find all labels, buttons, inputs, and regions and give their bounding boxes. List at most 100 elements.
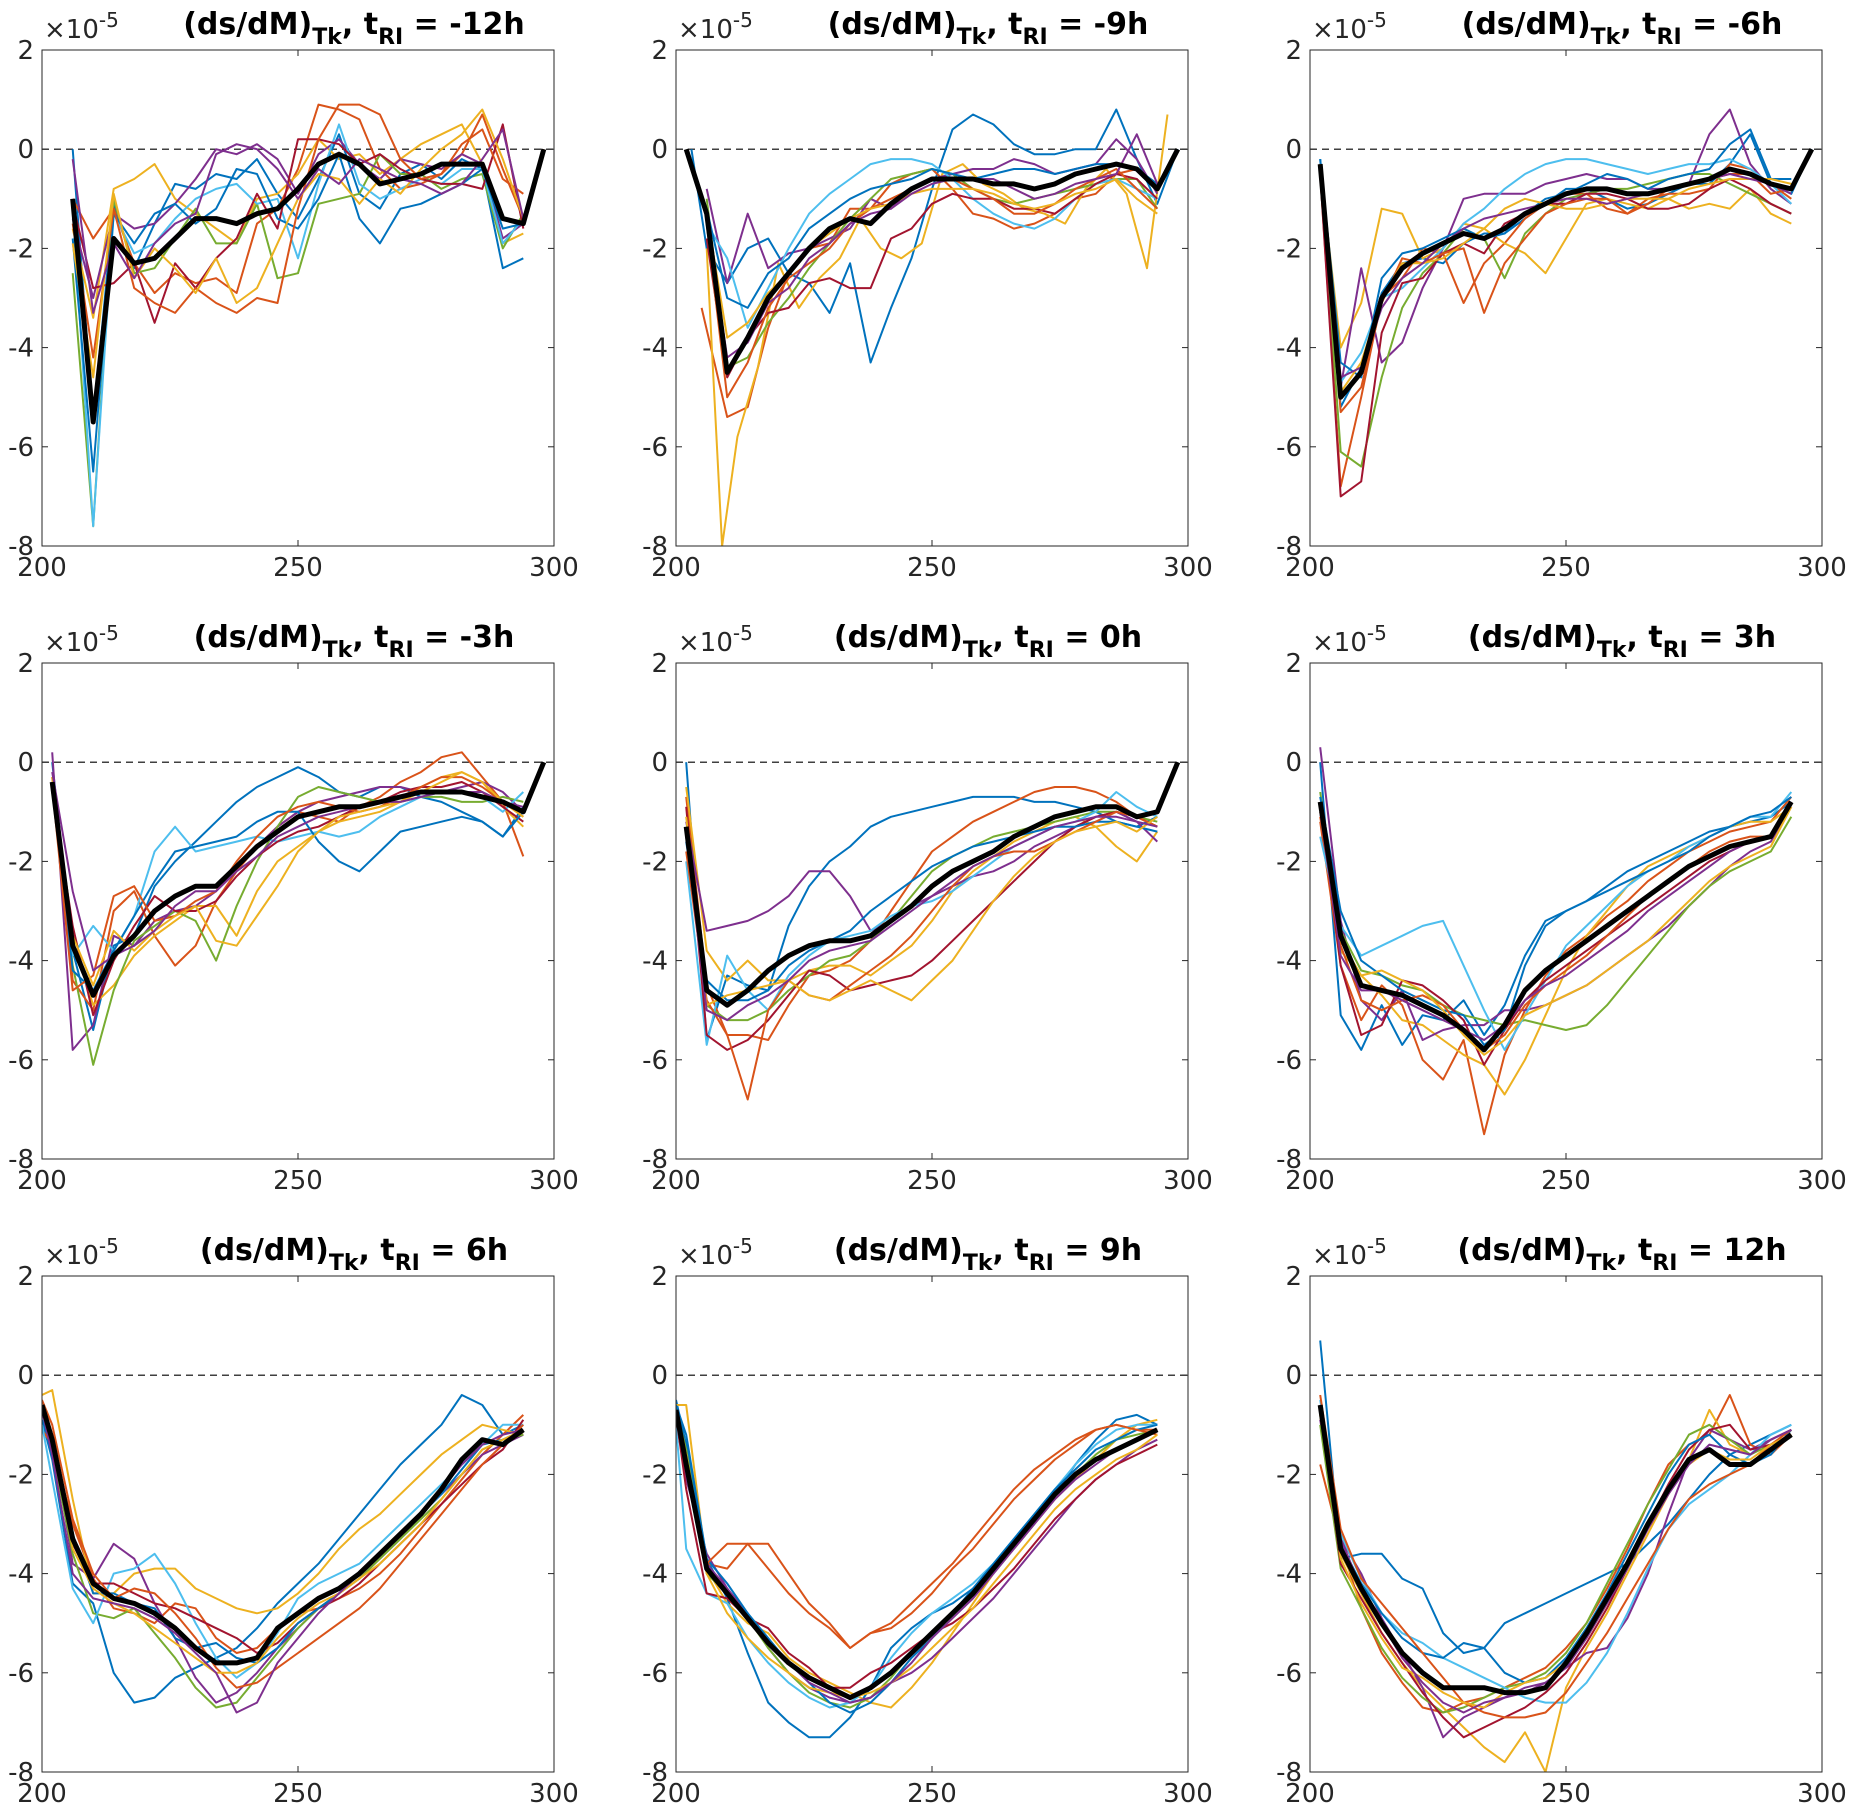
ensemble-member-line [685,815,1158,1007]
ensemble-member-line [676,1414,1158,1704]
subplot-2: -8 -6 -4 -2 0 2 200 250 300 ×10-5 (ds/dM)Tk, tRI =… [642,7,1213,583]
ensemble-member-line [71,103,545,294]
x-tick-label: 250 [907,1779,957,1809]
y-tick-label: -2 [1276,234,1302,264]
ensemble-member-line [51,786,524,1066]
series-group [70,103,547,528]
y-exponent-label: ×10-5 [44,621,119,658]
y-tick-label: -2 [642,847,668,877]
y-tick-label: -6 [1276,1659,1302,1689]
ensemble-member-line [71,153,525,528]
y-tick-label: 2 [17,649,34,679]
subplot-1: -8 -6 -4 -2 0 2 200 250 300 ×10-5 (ds/dM)Tk, tRI =… [8,7,579,583]
ensemble-member-line [676,1399,1158,1739]
y-tick-label: 0 [651,135,668,165]
ensemble-member-line [676,1409,1158,1649]
ensemble-mean-line [1317,1404,1793,1696]
ensemble-member-line [51,771,524,987]
subplot-title: (ds/dM)Tk, tRI = 3h [1468,620,1776,663]
y-tick-label: -8 [1276,532,1302,562]
x-tick-label: 200 [651,1166,701,1196]
ensemble-member-line [685,762,1158,1041]
y-tick-label: 2 [1285,36,1302,66]
y-tick-label: -8 [8,1145,34,1175]
ensemble-member-line [71,153,524,473]
y-tick-label: 0 [651,748,668,778]
y-tick-label: 2 [651,649,668,679]
axes-frame [1309,1275,1823,1773]
ensemble-member-line [685,810,1158,1022]
subplot-title: (ds/dM)Tk, tRI = -3h [194,620,515,663]
ensemble-member-line [42,1419,524,1664]
ensemble-mean-line [1317,800,1794,1053]
y-tick-label: -2 [8,847,34,877]
ensemble-member-line [1319,128,1792,379]
y-exponent-label: ×10-5 [1312,1234,1387,1271]
subplot-4: -8 -6 -4 -2 0 2 200 250 300 ×10-5 (ds/dM)Tk, tRI =… [8,620,579,1196]
x-tick-label: 200 [17,1779,67,1809]
ensemble-mean-line [683,148,1181,375]
ensemble-member-line [685,810,1158,1101]
x-tick-label: 300 [1163,1166,1213,1196]
ensemble-mean-line [70,148,547,425]
y-tick-label: -6 [8,1046,34,1076]
y-tick-label: -6 [1276,433,1302,463]
y-tick-label: 2 [1285,649,1302,679]
ensemble-member-line [51,776,524,992]
y-tick-label: 2 [17,36,34,66]
series-group [683,761,1181,1101]
series-group [683,108,1181,546]
ensemble-member-line [676,1419,1158,1699]
subplot-title: (ds/dM)Tk, tRI = -6h [1462,7,1783,50]
ensemble-member-line [1319,801,1793,1041]
axes-frame [41,662,555,1160]
y-tick-label: -6 [642,1659,668,1689]
series-group [42,1389,525,1714]
subplot-title: (ds/dM)Tk, tRI = 9h [834,1233,1142,1276]
ensemble-member-line [42,1414,524,1704]
subplot-title: (ds/dM)Tk, tRI = -9h [828,7,1149,50]
ensemble-mean-line [42,1404,525,1666]
ensemble-member-line [705,173,1158,379]
x-tick-label: 250 [1541,553,1591,583]
ensemble-member-line [676,1404,1158,1714]
subplot-title: (ds/dM)Tk, tRI = 12h [1457,1233,1786,1276]
y-tick-label: 2 [17,1262,34,1292]
subplot-8: -8 -6 -4 -2 0 2 200 250 300 ×10-5 (ds/dM)Tk, tRI =… [642,1233,1213,1809]
y-tick-label: -6 [1276,1046,1302,1076]
y-exponent-label: ×10-5 [678,621,753,658]
y-exponent-label: ×10-5 [44,1234,119,1271]
ensemble-member-line [685,791,1158,1046]
x-tick-label: 200 [1285,1779,1335,1809]
ensemble-member-line [1319,1394,1792,1719]
y-tick-label: 0 [1285,1361,1302,1391]
x-tick-label: 300 [1797,553,1847,583]
y-tick-label: -8 [1276,1145,1302,1175]
ensemble-member-line [1319,173,1792,498]
y-tick-label: -4 [8,947,34,977]
axes-frame [41,1275,555,1773]
ensemble-mean-line [683,761,1181,1008]
ensemble-member-line [71,123,524,319]
ensemble-member-line [1319,168,1792,349]
series-group [1317,1340,1793,1772]
x-tick-label: 250 [273,1779,323,1809]
x-tick-label: 300 [1797,1779,1847,1809]
x-tick-label: 250 [1541,1166,1591,1196]
ensemble-member-line [42,1404,524,1674]
y-tick-label: 2 [651,1262,668,1292]
y-tick-label: -6 [8,433,34,463]
x-tick-label: 250 [273,553,323,583]
y-tick-label: 0 [17,1361,34,1391]
ensemble-member-line [51,781,524,1017]
x-tick-label: 200 [17,1166,67,1196]
subplot-3: -8 -6 -4 -2 0 2 200 250 300 ×10-5 (ds/dM)Tk, tRI =… [1276,7,1847,583]
x-tick-label: 200 [17,553,67,583]
ensemble-member-line [1319,796,1792,1046]
x-tick-label: 300 [1163,553,1213,583]
subplot-title: (ds/dM)Tk, tRI = -12h [183,7,525,50]
series-group [49,751,547,1066]
ensemble-member-line [1319,747,1793,1041]
ensemble-member-line [71,128,525,314]
